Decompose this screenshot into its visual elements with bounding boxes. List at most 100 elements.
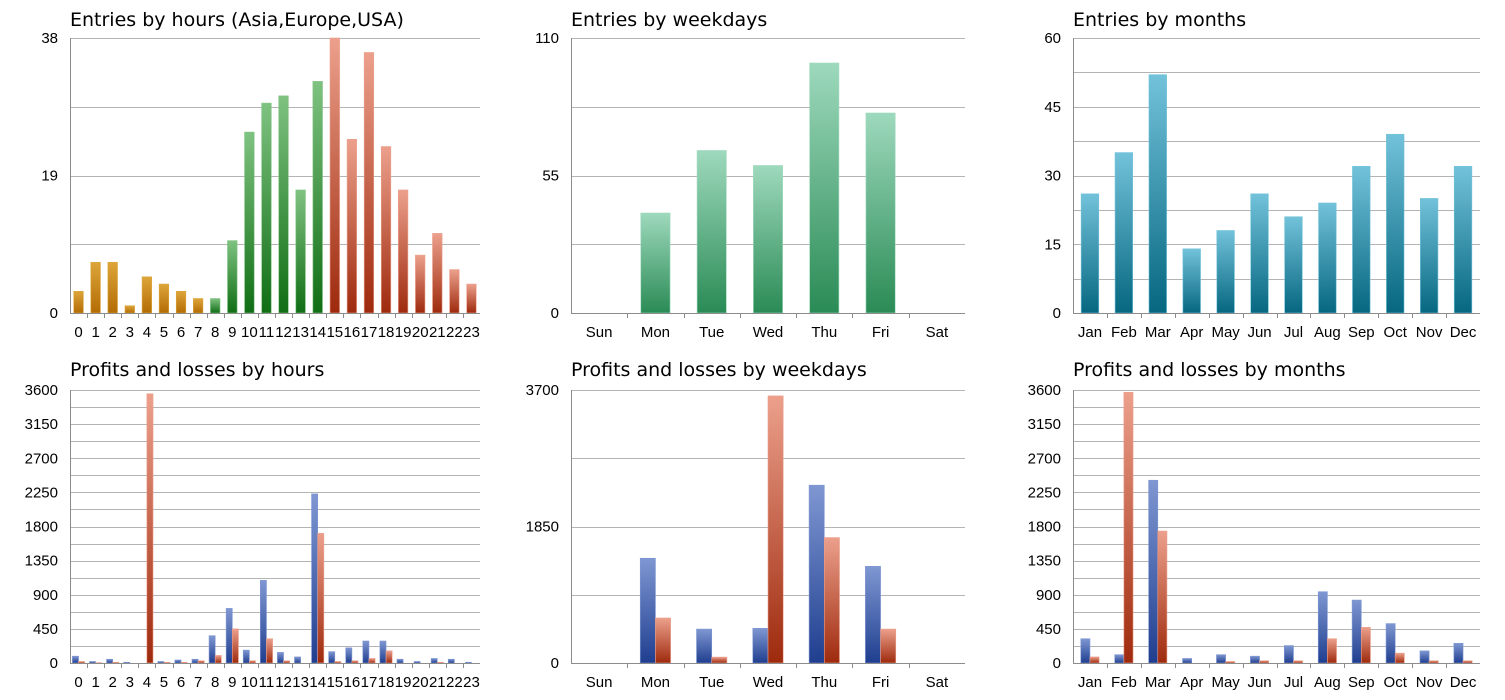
bar	[432, 233, 443, 314]
bar	[334, 661, 342, 664]
chart-title: Profits and losses by hours	[70, 359, 324, 381]
x-tick-label: Jan	[1078, 324, 1102, 341]
bar	[466, 283, 477, 314]
bar	[1385, 623, 1396, 664]
y-tick-label: 0	[1053, 655, 1061, 672]
bar	[78, 661, 85, 664]
bar	[214, 655, 222, 664]
bar	[346, 139, 357, 314]
x-tick-label: 10	[241, 324, 258, 341]
x-tick-label: May	[1211, 674, 1240, 691]
chart-entries-by-hours: Entries by hours (Asia,Europe,USA) 01938…	[41, 9, 480, 341]
x-tick-label: 6	[177, 324, 185, 341]
bar	[191, 658, 199, 664]
bar	[329, 37, 340, 314]
x-tick-label: 9	[228, 674, 236, 691]
bar	[73, 290, 84, 314]
bar	[1352, 166, 1371, 314]
y-tick-label: 0	[1053, 305, 1061, 322]
chart-entries-by-weekdays: Entries by weekdays 0 55 110 Sun Mon Tue Wed Th…	[535, 9, 965, 341]
bar	[696, 628, 713, 664]
y-tick-label: 15	[1044, 236, 1061, 253]
x-tick-label: Fri	[872, 324, 890, 341]
x-tick-label: 20	[412, 674, 429, 691]
bar	[1148, 479, 1159, 664]
y-tick-label: 1350	[1028, 553, 1061, 570]
bar	[1089, 656, 1100, 664]
bar	[249, 660, 256, 664]
bar	[317, 533, 325, 664]
x-tick-label: May	[1211, 324, 1240, 341]
bar	[112, 661, 120, 664]
bar	[295, 189, 306, 314]
y-tick-label: 1800	[25, 519, 58, 536]
y-tick-label: 3600	[1028, 382, 1061, 399]
x-tick-label: 15	[326, 674, 343, 691]
y-tick-label: 3600	[25, 382, 58, 399]
x-tick-label: 14	[309, 674, 326, 691]
x-tick-label: Mon	[641, 674, 670, 691]
chart-title: Entries by hours (Asia,Europe,USA)	[70, 9, 404, 31]
bar	[227, 240, 238, 314]
bar	[283, 660, 290, 664]
chart-title: Profits and losses by months	[1073, 359, 1346, 381]
x-tick-label: 7	[194, 674, 202, 691]
bar	[823, 537, 840, 664]
x-tick-label: 6	[177, 674, 185, 691]
y-tick-label: 60	[1044, 30, 1061, 47]
bar	[124, 305, 135, 314]
x-tick-label: 21	[429, 324, 446, 341]
x-tick-label: 16	[344, 324, 361, 341]
bar	[242, 649, 250, 664]
bar	[208, 635, 216, 664]
y-tick-label: 1350	[25, 553, 58, 570]
x-tick-label: Oct	[1384, 324, 1408, 341]
bar	[266, 638, 273, 664]
y-tick-label: 110	[535, 30, 559, 47]
bar	[362, 640, 370, 664]
bar	[430, 658, 438, 664]
bar	[1284, 216, 1303, 314]
x-tick-label: Aug	[1314, 674, 1341, 691]
y-tick-label: 3150	[25, 416, 58, 433]
x-tick-label: Feb	[1111, 674, 1137, 691]
bar	[447, 658, 455, 664]
y-tick-label: 2250	[25, 484, 58, 501]
x-tick-label: Mon	[641, 324, 670, 341]
bar	[655, 617, 671, 664]
x-tick-label: 19	[395, 674, 412, 691]
x-tick-label: 8	[211, 674, 219, 691]
bar	[880, 628, 897, 664]
bar	[328, 651, 336, 664]
bar	[1250, 655, 1260, 664]
bar	[1453, 642, 1464, 664]
bar	[1293, 660, 1303, 664]
bar	[225, 608, 233, 664]
bar	[141, 276, 152, 314]
bar	[1080, 193, 1100, 314]
y-tick-label: 38	[41, 30, 58, 47]
bar	[640, 212, 671, 314]
bar	[398, 189, 409, 314]
bar	[89, 661, 96, 664]
bar	[123, 661, 131, 664]
y-tick-label: 3150	[1028, 416, 1061, 433]
bar	[345, 647, 353, 664]
x-tick-label: 11	[259, 674, 275, 691]
chart-profits-losses-by-weekdays: Profits and losses by weekdays 0 1850 3700…	[526, 359, 965, 691]
y-tick-label: 450	[33, 621, 58, 638]
y-tick-label: 0	[551, 305, 559, 322]
bar	[1259, 660, 1270, 664]
bar	[1216, 654, 1226, 664]
bar	[415, 254, 426, 314]
x-tick-label: 1	[91, 674, 99, 691]
x-tick-label: Wed	[753, 674, 784, 691]
chart-entries-by-months: Entries by months 0 15 30 45 60 Jan Feb Mar Apr M…	[1044, 9, 1480, 341]
bar	[351, 660, 359, 664]
y-tick-label: 900	[1036, 587, 1061, 604]
bar	[163, 661, 171, 664]
x-tick-label: Feb	[1111, 324, 1137, 341]
bar	[1182, 248, 1201, 314]
x-tick-label: 22	[446, 324, 463, 341]
